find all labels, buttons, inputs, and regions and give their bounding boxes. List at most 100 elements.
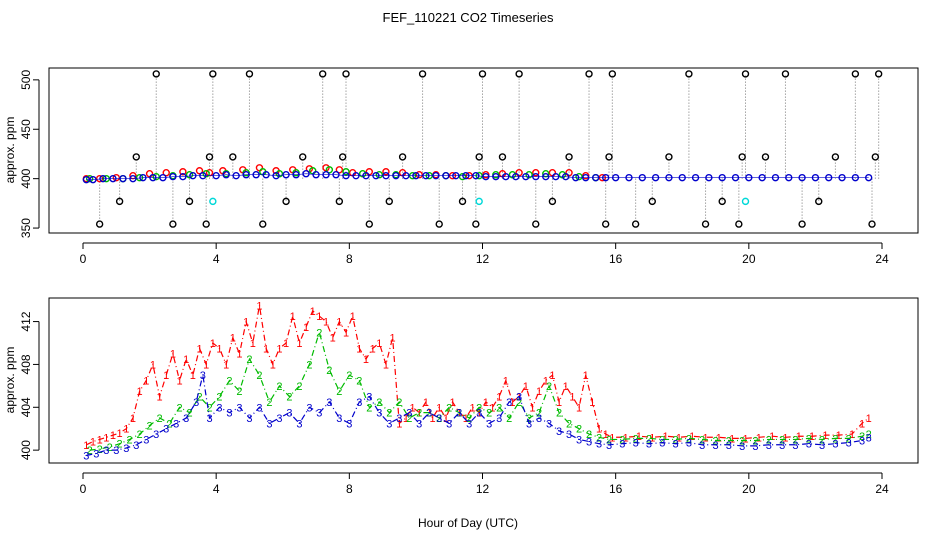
top-point-reference <box>831 153 840 161</box>
bottom-point-3: 3 <box>586 437 592 449</box>
top-point-reference <box>342 70 350 78</box>
bottom-point-2: 2 <box>633 433 639 445</box>
bottom-point-3: 3 <box>93 448 99 460</box>
top-point-reference <box>472 220 480 228</box>
top-point-2 <box>325 166 334 174</box>
bottom-point-1: 1 <box>443 413 449 425</box>
bottom-point-1: 1 <box>216 343 222 355</box>
bottom-point-1: 1 <box>702 432 708 444</box>
bottom-point-3: 3 <box>846 438 852 450</box>
top-y-tick-label: 350 <box>19 218 33 238</box>
top-point-reference <box>478 70 487 78</box>
bottom-point-3: 3 <box>193 397 199 409</box>
top-point-1 <box>179 168 187 176</box>
bottom-point-1: 1 <box>589 397 595 409</box>
bottom-point-1: 1 <box>296 338 302 350</box>
bottom-point-3: 3 <box>779 440 785 452</box>
bottom-point-3: 3 <box>606 440 612 452</box>
figure-title: FEF_110221 CO2 Timeseries <box>383 10 554 25</box>
bottom-point-1: 1 <box>596 424 602 436</box>
top-point-1 <box>532 169 540 177</box>
top-point-reference <box>718 197 726 206</box>
bottom-point-3: 3 <box>673 439 679 451</box>
bottom-series-line-3 <box>86 374 869 457</box>
bottom-point-1: 1 <box>276 343 282 355</box>
top-series-line-3 <box>86 173 869 180</box>
top-point-reference <box>565 153 573 161</box>
bottom-point-1: 1 <box>203 359 209 371</box>
bottom-point-3: 3 <box>526 418 532 430</box>
bottom-point-3: 3 <box>436 413 442 425</box>
bottom-point-2: 2 <box>147 421 153 433</box>
bottom-point-3: 3 <box>556 426 562 438</box>
bottom-point-1: 1 <box>137 386 143 398</box>
bottom-point-1: 1 <box>796 431 802 443</box>
top-point-reference <box>665 153 673 161</box>
bottom-point-2: 2 <box>456 408 462 420</box>
bottom-point-1: 1 <box>536 386 542 398</box>
bottom-point-3: 3 <box>486 418 492 430</box>
top-point-2 <box>458 172 467 181</box>
bottom-point-2: 2 <box>646 433 652 445</box>
bottom-point-1: 1 <box>90 437 96 449</box>
bottom-point-3: 3 <box>276 413 282 425</box>
top-point-1 <box>195 167 204 175</box>
bottom-point-1: 1 <box>809 431 815 443</box>
bottom-point-2: 2 <box>316 327 322 339</box>
bottom-point-2: 2 <box>659 434 665 446</box>
bottom-point-2: 2 <box>226 376 232 388</box>
top-point-reference <box>169 220 177 228</box>
bottom-point-1: 1 <box>396 418 402 430</box>
top-point-reference <box>205 153 214 161</box>
bottom-point-3: 3 <box>216 402 222 414</box>
bottom-point-1: 1 <box>636 431 642 443</box>
bottom-point-2: 2 <box>246 354 252 366</box>
bottom-point-1: 1 <box>190 370 196 382</box>
bottom-point-1: 1 <box>849 429 855 441</box>
bottom-point-3: 3 <box>659 438 665 450</box>
bottom-point-1: 1 <box>350 311 356 323</box>
bottom-point-1: 1 <box>110 430 116 442</box>
top-point-reference <box>202 220 210 228</box>
bottom-point-2: 2 <box>206 402 212 414</box>
bottom-point-2: 2 <box>606 434 612 446</box>
bottom-point-1: 1 <box>176 376 182 388</box>
bottom-point-3: 3 <box>456 408 462 420</box>
bottom-point-1: 1 <box>523 381 529 393</box>
bottom-point-1: 1 <box>769 431 775 443</box>
bottom-point-1: 1 <box>163 370 169 382</box>
top-point-1 <box>548 169 557 177</box>
top-point-reference <box>398 153 407 161</box>
bottom-point-1: 1 <box>283 338 289 350</box>
bottom-point-2: 2 <box>779 434 785 446</box>
top-x-tick-label: 24 <box>875 252 889 266</box>
bottom-point-1: 1 <box>336 317 342 329</box>
bottom-point-3: 3 <box>366 392 372 404</box>
bottom-point-1: 1 <box>543 376 549 388</box>
top-y-tick-label: 400 <box>19 168 33 188</box>
bottom-point-1: 1 <box>390 333 396 345</box>
bottom-point-1: 1 <box>489 402 495 414</box>
top-point-reference <box>282 197 290 206</box>
top-point-1 <box>382 168 390 176</box>
bottom-point-1: 1 <box>729 433 735 445</box>
bottom-point-3: 3 <box>506 397 512 409</box>
bottom-point-3: 3 <box>819 440 825 452</box>
bottom-point-1: 1 <box>836 430 842 442</box>
bottom-point-1: 1 <box>583 370 589 382</box>
bottom-point-3: 3 <box>686 438 692 450</box>
bottom-point-3: 3 <box>466 418 472 430</box>
bottom-point-2: 2 <box>712 436 718 448</box>
top-point-reference <box>435 220 443 228</box>
bottom-point-1: 1 <box>223 359 229 371</box>
bottom-point-3: 3 <box>416 418 422 430</box>
top-point-reference <box>95 220 104 228</box>
bottom-point-1: 1 <box>549 370 555 382</box>
bottom-x-tick-label: 0 <box>80 482 87 496</box>
bottom-point-3: 3 <box>316 408 322 420</box>
bottom-point-1: 1 <box>83 440 89 452</box>
bottom-point-2: 2 <box>286 392 292 404</box>
bottom-point-1: 1 <box>236 349 242 361</box>
bottom-point-3: 3 <box>536 413 542 425</box>
top-x-tick-label: 16 <box>609 252 623 266</box>
